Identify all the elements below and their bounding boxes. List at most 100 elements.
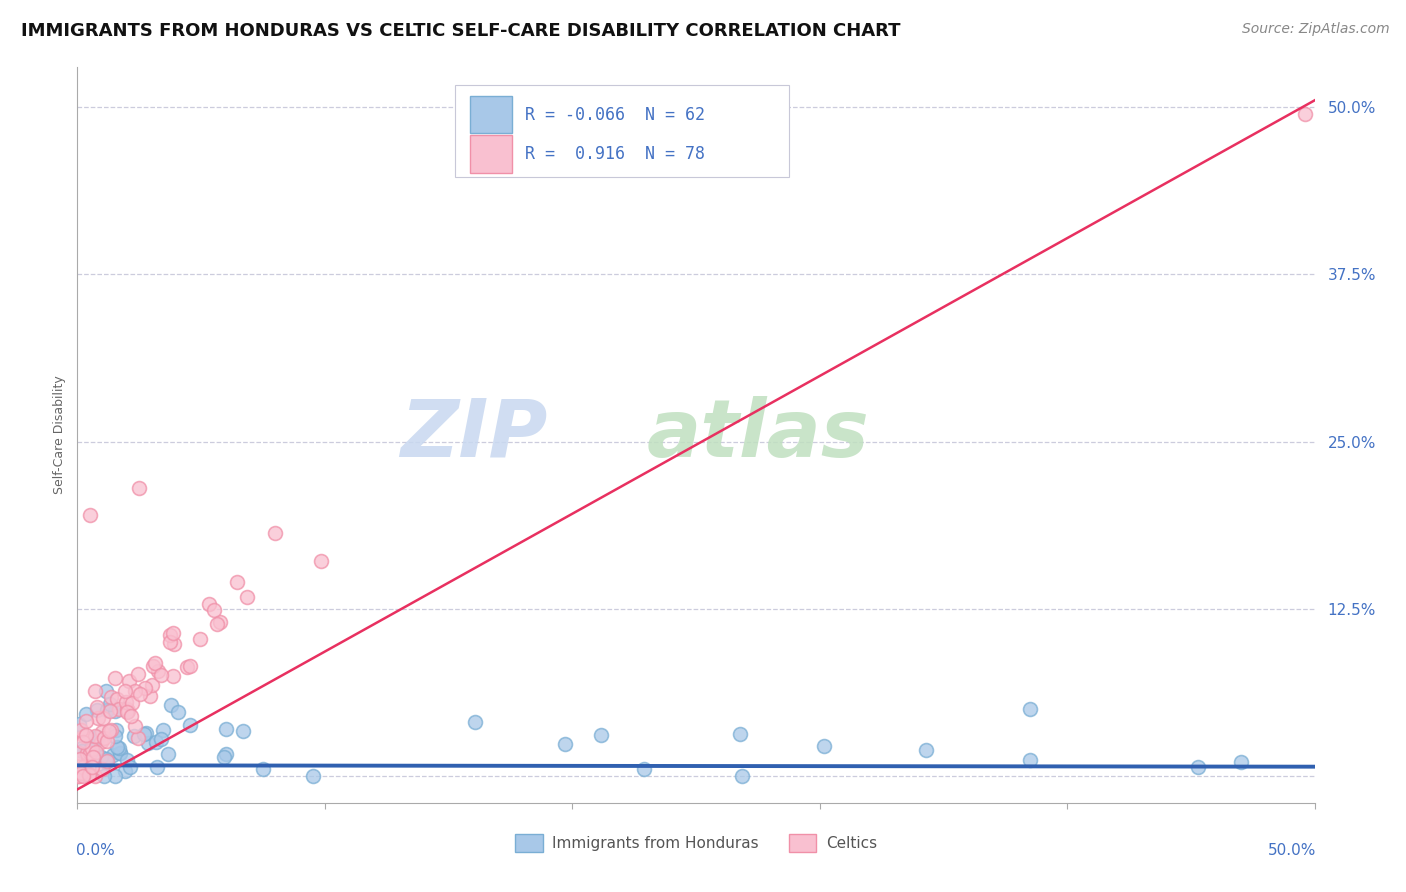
Point xyxy=(107,692,129,706)
Point xyxy=(86,730,108,744)
Point xyxy=(179,658,201,673)
Point xyxy=(179,718,201,732)
Point xyxy=(98,705,121,719)
Point xyxy=(167,705,190,719)
Point xyxy=(76,746,98,760)
Point xyxy=(70,744,93,758)
Point xyxy=(79,746,101,760)
Text: R =  0.916  N = 78: R = 0.916 N = 78 xyxy=(526,145,706,162)
Point xyxy=(104,672,127,686)
Point xyxy=(731,769,754,783)
Point xyxy=(128,481,150,495)
Point xyxy=(104,705,127,719)
Point xyxy=(252,762,274,776)
Point xyxy=(107,740,129,755)
Point xyxy=(150,668,173,682)
Point xyxy=(115,701,138,715)
Point xyxy=(1294,107,1316,121)
Point xyxy=(554,737,576,751)
Point xyxy=(100,690,122,705)
Text: atlas: atlas xyxy=(647,396,869,474)
Point xyxy=(83,743,105,757)
Point xyxy=(235,591,257,605)
Point xyxy=(1019,753,1042,767)
Point xyxy=(141,678,163,692)
Point xyxy=(198,597,221,611)
Point xyxy=(120,708,142,723)
Point xyxy=(69,765,91,780)
Point xyxy=(146,665,169,679)
Text: 0.0%: 0.0% xyxy=(76,843,115,858)
Point xyxy=(98,698,121,712)
Point xyxy=(96,734,118,748)
Point xyxy=(75,728,97,742)
Point xyxy=(162,669,184,683)
Point xyxy=(77,767,100,781)
Point xyxy=(90,762,112,776)
Point xyxy=(86,703,108,717)
Point xyxy=(264,526,287,541)
Point xyxy=(80,739,103,753)
Point xyxy=(156,747,179,762)
Point xyxy=(90,750,112,764)
Point xyxy=(143,656,166,670)
Point xyxy=(82,743,104,757)
Point xyxy=(149,731,172,746)
Point xyxy=(84,769,107,783)
Point xyxy=(117,704,139,718)
Point xyxy=(124,719,146,733)
Point xyxy=(127,731,149,746)
Point xyxy=(83,684,105,698)
FancyBboxPatch shape xyxy=(470,96,512,134)
Point xyxy=(108,702,131,716)
Point xyxy=(87,711,110,725)
Point xyxy=(108,746,131,760)
Point xyxy=(1019,701,1042,715)
Point xyxy=(136,736,159,750)
Point xyxy=(91,725,114,739)
Point xyxy=(208,615,231,630)
Point xyxy=(114,684,136,698)
Point xyxy=(86,700,108,714)
Point xyxy=(93,769,115,783)
Point xyxy=(82,760,104,774)
Point xyxy=(1229,755,1251,769)
Point xyxy=(73,729,96,743)
Point xyxy=(1187,760,1209,774)
Point xyxy=(84,746,107,760)
Point xyxy=(79,508,101,523)
Y-axis label: Self-Care Disability: Self-Care Disability xyxy=(53,376,66,494)
Point xyxy=(152,723,174,737)
Point xyxy=(813,739,835,754)
Point xyxy=(98,723,121,738)
Point xyxy=(115,705,138,719)
Point xyxy=(72,735,94,749)
Point xyxy=(100,723,122,738)
Point xyxy=(115,753,138,767)
Point xyxy=(202,603,225,617)
Point xyxy=(163,637,186,651)
Text: Source: ZipAtlas.com: Source: ZipAtlas.com xyxy=(1241,22,1389,37)
Point xyxy=(96,755,118,769)
Point xyxy=(94,684,117,698)
Point xyxy=(212,750,235,764)
Point xyxy=(225,574,247,589)
Point xyxy=(135,725,157,739)
Point xyxy=(132,727,155,741)
Point xyxy=(110,746,132,760)
Point xyxy=(159,627,181,641)
Point xyxy=(122,729,145,743)
Point xyxy=(75,707,97,722)
Text: R = -0.066  N = 62: R = -0.066 N = 62 xyxy=(526,106,706,124)
Point xyxy=(205,617,228,632)
Point xyxy=(84,730,107,744)
FancyBboxPatch shape xyxy=(470,135,512,172)
Point xyxy=(101,747,124,762)
Point xyxy=(90,735,112,749)
Point xyxy=(129,687,152,701)
Point xyxy=(121,696,143,710)
Point xyxy=(112,702,135,716)
Text: IMMIGRANTS FROM HONDURAS VS CELTIC SELF-CARE DISABILITY CORRELATION CHART: IMMIGRANTS FROM HONDURAS VS CELTIC SELF-… xyxy=(21,22,901,40)
Point xyxy=(94,752,117,766)
FancyBboxPatch shape xyxy=(454,86,789,178)
